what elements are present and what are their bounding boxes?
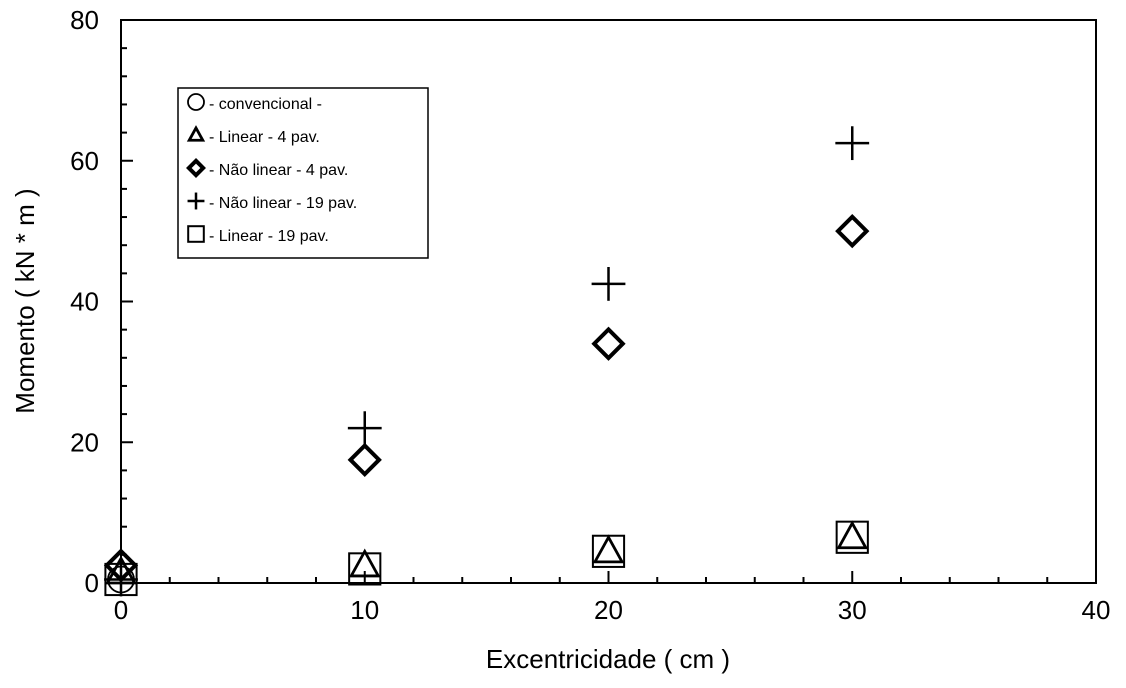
data-marks <box>103 126 870 597</box>
legend-label: - Não linear - 19 pav. <box>209 195 357 212</box>
data-point-square <box>591 534 626 568</box>
legend-marker-plus <box>187 192 205 210</box>
data-point-plus <box>591 267 626 301</box>
legend-item: - Não linear - 19 pav. <box>187 192 357 212</box>
x-tick-label: 20 <box>594 595 623 625</box>
y-tick-label: 0 <box>85 568 99 598</box>
legend-label: - convencional - <box>209 96 322 113</box>
tick-labels: 0 10 20 30 40 0 20 40 60 80 <box>70 5 1110 625</box>
legend-item: - Linear - 4 pav. <box>186 125 320 146</box>
data-point-plus <box>347 411 382 446</box>
data-point-triangle <box>836 520 869 550</box>
data-point-diamond <box>835 213 870 249</box>
data-point-plus <box>104 562 138 597</box>
data-point-plus <box>835 126 870 161</box>
x-tick-label: 10 <box>350 595 379 625</box>
y-axis-title: Momento ( kN * m ) <box>10 188 40 413</box>
legend-item: - Linear - 19 pav. <box>187 225 329 245</box>
data-point-square <box>104 562 138 597</box>
legend-item: - Não linear - 4 pav. <box>186 158 348 179</box>
legend-label: - Linear - 19 pav. <box>209 228 329 245</box>
data-point-triangle <box>348 548 381 578</box>
legend-marker-circle <box>187 93 205 111</box>
legend-marker-square <box>187 225 205 243</box>
legend-marker-diamond <box>186 158 206 178</box>
legend: - convencional - - Linear - 4 pav. - Não l… <box>177 87 429 259</box>
data-point-diamond <box>591 326 626 361</box>
data-point-triangle <box>592 534 625 564</box>
legend-marker-triangle <box>186 125 206 142</box>
y-tick-label: 80 <box>70 5 99 35</box>
legend-box <box>177 87 429 259</box>
data-point-square <box>348 552 382 586</box>
legend-label: - Não linear - 4 pav. <box>209 162 348 179</box>
x-tick-label: 30 <box>838 595 867 625</box>
y-tick-label: 20 <box>70 427 99 457</box>
legend-label: - Linear - 4 pav. <box>209 129 320 146</box>
y-tick-label: 60 <box>70 146 99 176</box>
data-point-diamond <box>347 442 382 477</box>
x-axis-title: Excentricidade ( cm ) <box>486 644 730 674</box>
legend-item: - convencional - <box>187 93 322 113</box>
y-tick-label: 40 <box>70 287 99 317</box>
x-tick-label: 40 <box>1082 595 1111 625</box>
x-tick-label: 0 <box>114 595 128 625</box>
data-point-square <box>835 520 869 554</box>
